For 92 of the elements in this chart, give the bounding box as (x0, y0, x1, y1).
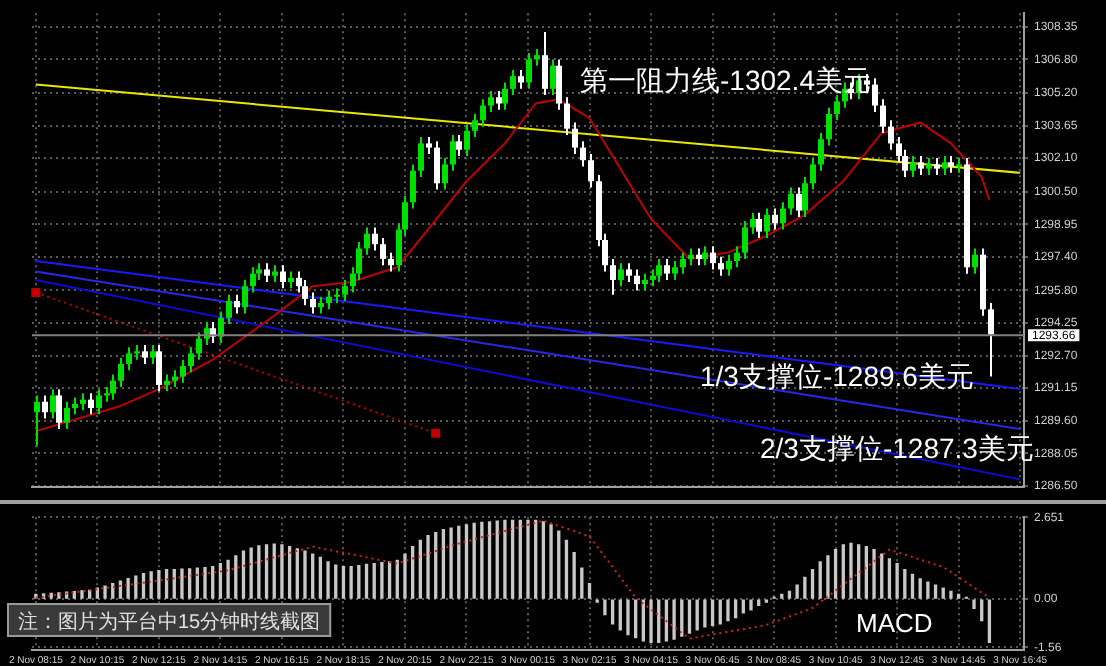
candlestick (672, 260, 678, 281)
candlestick (542, 31, 548, 97)
candlestick (788, 186, 794, 216)
candlestick (196, 331, 202, 361)
candlestick (734, 245, 740, 269)
candlestick (880, 98, 886, 134)
candlestick (972, 247, 978, 275)
candlestick (126, 346, 132, 372)
candlestick (150, 344, 156, 365)
candlestick (750, 211, 756, 235)
candlestick (488, 89, 494, 113)
candlestick (572, 121, 578, 155)
annotation: 注：图片为平台中15分钟时线截图 (18, 610, 321, 634)
candlestick (442, 157, 448, 191)
candlestick (634, 268, 640, 292)
candlestick (888, 119, 894, 151)
candlestick (418, 136, 424, 179)
candlestick (234, 293, 240, 315)
candlestick (802, 176, 808, 218)
candlestick (610, 257, 616, 296)
candlestick (618, 262, 624, 288)
candlestick (250, 266, 256, 294)
candlestick (364, 226, 370, 256)
candlestick (64, 400, 70, 431)
candlestick (810, 157, 816, 191)
candlestick (218, 310, 224, 344)
candlestick (480, 98, 486, 128)
candlestick (326, 289, 332, 311)
candlestick (118, 356, 124, 389)
candlestick (564, 96, 570, 137)
candlestick (502, 81, 508, 111)
candlestick (34, 394, 40, 447)
candlestick (302, 278, 308, 307)
candlestick (380, 236, 386, 267)
candlestick (464, 123, 470, 158)
candlestick (772, 207, 778, 231)
candlestick (334, 287, 340, 305)
candlestick (372, 226, 378, 252)
candlestick (96, 388, 102, 416)
candlestick (310, 291, 316, 315)
candlestick (988, 302, 994, 378)
candlestick (818, 131, 824, 172)
line-series (34, 519, 991, 640)
candlestick (242, 278, 248, 315)
candlestick (388, 251, 394, 273)
candlestick (872, 77, 878, 113)
candlestick (450, 134, 456, 172)
annotation: MACD (856, 608, 933, 638)
candlestick (180, 358, 186, 384)
candlestick (88, 392, 94, 416)
candlestick (680, 251, 686, 275)
candlestick (496, 89, 502, 111)
candlestick (50, 388, 56, 420)
candlestick (580, 140, 586, 168)
candlestick (110, 373, 116, 401)
candlestick (556, 58, 562, 111)
candlestick (526, 52, 532, 90)
candlestick (726, 253, 732, 277)
candlestick (156, 344, 162, 393)
candlestick (42, 394, 48, 420)
candlestick (280, 264, 286, 290)
candlestick (434, 140, 440, 191)
candlestick (742, 220, 748, 260)
candlestick (518, 68, 524, 90)
candlestick (826, 106, 832, 147)
candlestick (834, 94, 840, 122)
candlestick (918, 155, 924, 176)
candlestick (264, 262, 270, 284)
candlestick (780, 201, 786, 231)
candlestick (756, 211, 762, 239)
candlestick (764, 207, 770, 239)
candlestick (550, 58, 556, 97)
candlestick (656, 257, 662, 284)
candlestick (626, 262, 632, 284)
candlestick (664, 257, 670, 281)
candlestick (142, 344, 148, 365)
candlestick (942, 155, 948, 176)
candlestick (718, 255, 724, 277)
candlestick (910, 155, 916, 179)
candlestick (510, 68, 516, 97)
candlestick (188, 346, 194, 374)
candlestick (134, 344, 140, 361)
candlestick (456, 134, 462, 158)
candlestick (226, 293, 232, 326)
candlestick (410, 163, 416, 210)
candlestick (710, 245, 716, 271)
candlestick (588, 152, 594, 189)
candlestick (796, 186, 802, 218)
candlestick (702, 245, 708, 267)
candlestick (342, 278, 348, 302)
candlestick (56, 388, 62, 431)
candlestick (472, 113, 478, 139)
